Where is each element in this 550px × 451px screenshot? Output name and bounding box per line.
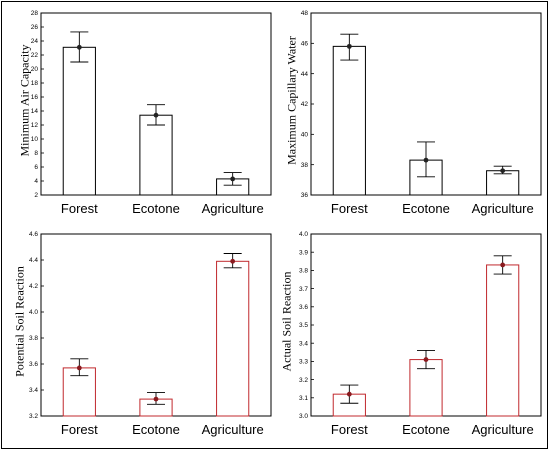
y-tick-label: 3.9 <box>299 249 308 256</box>
y-tick-label: 3.4 <box>299 340 308 347</box>
plot-area: 3.2 3.4 3.6 3.8 4.0 4.2 4.4 4.6 Forest Ecotone Agr… <box>29 231 272 437</box>
y-tick-label: 48 <box>301 10 309 17</box>
y-tick-label: 14 <box>31 108 39 115</box>
category-label: Forest <box>61 201 98 216</box>
mean-point <box>153 396 159 402</box>
mean-point <box>230 176 236 182</box>
bar <box>486 264 520 417</box>
category-label: Forest <box>61 422 98 437</box>
plot-area: 36 38 40 42 44 46 48 Forest Ecotone Agriculture <box>301 10 542 216</box>
y-tick-label: 4.4 <box>29 257 38 264</box>
y-tick-label: 4.2 <box>29 283 38 290</box>
y-tick-label: 3.8 <box>29 335 38 342</box>
y-tick-label: 40 <box>301 132 309 139</box>
y-tick-label: 4.6 <box>29 231 38 238</box>
category-label: Agriculture <box>472 201 534 216</box>
category-label: Ecotone <box>132 422 180 437</box>
mean-point <box>346 43 352 49</box>
y-tick-label: 8 <box>34 150 38 157</box>
category-label: Forest <box>331 201 368 216</box>
y-tick-label: 16 <box>31 94 39 101</box>
y-tick-label: 38 <box>301 162 309 169</box>
y-tick-label: 36 <box>301 192 309 199</box>
mean-point <box>500 168 506 174</box>
category-label: Agriculture <box>472 422 534 437</box>
y-tick-label: 3.7 <box>299 286 308 293</box>
mean-point <box>423 357 429 362</box>
y-tick-label: 4.0 <box>299 231 308 238</box>
y-tick-label: 3.6 <box>299 304 308 311</box>
mean-point <box>500 262 506 268</box>
y-tick-label: 3.3 <box>299 359 308 366</box>
y-tick-label: 3.0 <box>299 413 308 420</box>
bar <box>486 170 520 196</box>
y-tick-label: 28 <box>31 10 39 17</box>
y-tick-label: 3.1 <box>299 395 308 402</box>
y-tick-label: 3.5 <box>299 322 308 329</box>
chart-actual-soil-reaction: Actual Soil Reaction 3.0 3.1 3.2 3.3 3.4 3.5 3… <box>275 224 547 448</box>
category-label: Agriculture <box>202 201 264 216</box>
category-label: Ecotone <box>402 201 450 216</box>
category-label: Ecotone <box>402 422 450 437</box>
mean-point <box>346 391 352 397</box>
y-tick-label: 4 <box>34 178 38 185</box>
y-tick-label: 3.4 <box>29 387 38 394</box>
y-tick-label: 44 <box>301 71 309 78</box>
bar <box>139 114 173 196</box>
y-tick-label: 42 <box>301 101 309 108</box>
y-tick-label: 3.8 <box>299 268 308 275</box>
y-tick-label: 46 <box>301 41 309 48</box>
chart-minimum-air-capacity: Minimum Air Capacity 2 4 6 8 10 12 14 16 18 20 22 2… <box>5 3 277 227</box>
category-label: Agriculture <box>202 422 264 437</box>
y-tick-label: 2 <box>34 192 38 199</box>
chart-maximum-capillary-water: Maximum Capillary Water 36 38 40 42 44 46 48 Fo… <box>275 3 547 227</box>
mean-point <box>423 157 429 163</box>
category-label: Ecotone <box>132 201 180 216</box>
y-tick-label: 3.6 <box>29 361 38 368</box>
plot-area: 3.0 3.1 3.2 3.3 3.4 3.5 3.6 3.7 3.8 3.9 4.0 Forest E… <box>299 231 542 437</box>
bar <box>332 45 366 196</box>
y-tick-label: 24 <box>31 38 39 45</box>
bar <box>216 260 250 417</box>
chart-potential-soil-reaction: Potential Soil Reaction 3.2 3.4 3.6 3.8 4.0 4… <box>5 224 277 448</box>
y-tick-label: 20 <box>31 66 39 73</box>
bar <box>62 46 96 196</box>
y-tick-label: 4.0 <box>29 309 38 316</box>
mean-point <box>76 44 82 50</box>
y-tick-label: 18 <box>31 80 39 87</box>
y-tick-label: 12 <box>31 122 39 129</box>
y-tick-label: 26 <box>31 24 39 31</box>
mean-point <box>230 258 236 264</box>
y-tick-label: 22 <box>31 52 39 59</box>
mean-point <box>153 112 159 118</box>
mean-point <box>76 365 82 371</box>
category-label: Forest <box>331 422 368 437</box>
y-tick-label: 6 <box>34 164 38 171</box>
y-tick-label: 3.2 <box>299 377 308 384</box>
y-tick-label: 10 <box>31 136 39 143</box>
y-tick-label: 3.2 <box>29 413 38 420</box>
